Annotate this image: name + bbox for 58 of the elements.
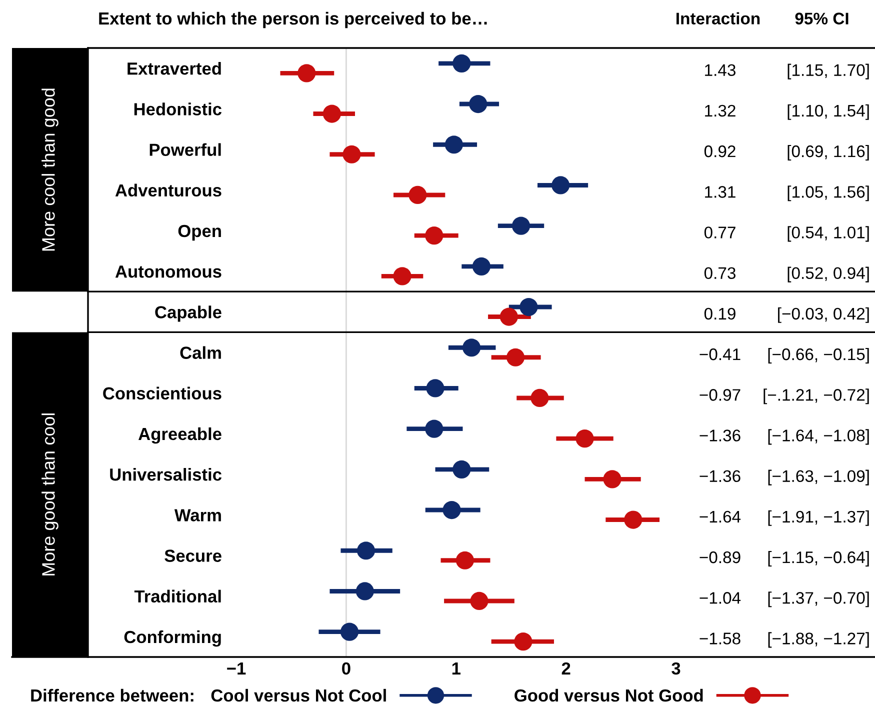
y-tick-label: Traditional	[134, 590, 221, 603]
annotation: −0.97	[700, 389, 740, 401]
legend-title: Difference between:	[31, 688, 194, 702]
annotation: 0.77	[704, 226, 736, 238]
annotation: −1.36	[700, 470, 740, 482]
text: Interaction	[676, 12, 760, 24]
annotation: −1.58	[700, 632, 740, 644]
band-label: More cool than good	[42, 88, 58, 251]
x-tick-label: 0	[342, 662, 350, 675]
chart-title: Extent to which the person is perceived to be…	[99, 12, 487, 28]
band-label: More good than cool	[42, 413, 58, 576]
annotation: [−.1.21, −0.72]	[764, 388, 869, 404]
legend-label: Good versus Not Good	[514, 688, 703, 702]
x-tick-label: −1	[227, 662, 246, 674]
y-tick-label: Conforming	[124, 630, 221, 647]
y-tick-label: Universalistic	[110, 468, 222, 481]
annotation: [1.15, 1.70]	[788, 64, 869, 80]
x-tick-label: 1	[452, 662, 460, 674]
y-tick-label: Hedonistic	[134, 102, 222, 116]
annotation: [−1.63, −1.09]	[768, 470, 869, 486]
y-tick-label: Powerful	[150, 143, 221, 156]
annotation: [0.52, 0.94]	[788, 266, 869, 282]
y-tick-label: Open	[178, 224, 221, 241]
annotation: [−1.15, −0.64]	[768, 550, 869, 567]
annotation: [0.69, 1.16]	[788, 144, 869, 161]
annotation: −1.04	[700, 592, 741, 604]
y-tick-label: Adventurous	[115, 184, 222, 197]
y-tick-label: Extraverted	[128, 62, 221, 75]
annotation: 0.73	[704, 267, 736, 280]
y-tick-label: Autonomous	[115, 266, 222, 278]
annotation: [−0.03, 0.42]	[778, 307, 869, 323]
annotation: [1.10, 1.54]	[788, 104, 869, 120]
annotation: [−1.37, −0.70]	[768, 592, 869, 608]
y-tick-label: Conscientious	[103, 386, 222, 400]
annotation: 1.31	[705, 186, 736, 198]
annotation: 0.92	[704, 145, 736, 158]
annotation: [−1.91, −1.37]	[768, 510, 869, 526]
x-tick-label: 3	[672, 662, 680, 675]
y-tick-label: Calm	[180, 346, 221, 359]
annotation: 0.19	[704, 308, 736, 320]
annotation: 1.43	[705, 64, 736, 76]
annotation: −1.36	[700, 430, 740, 442]
annotation: [−0.66, −0.15]	[768, 348, 869, 364]
legend-label: Cool versus Not Cool	[211, 688, 386, 702]
text: 95% CI	[795, 12, 848, 24]
y-tick-label: Warm	[174, 509, 221, 522]
y-tick-label: Agreeable	[138, 427, 222, 444]
annotation: −0.41	[700, 348, 740, 360]
annotation: [−1.88, −1.27]	[768, 632, 869, 648]
annotation: 1.32	[705, 104, 736, 117]
y-tick-label: Secure	[164, 550, 222, 562]
annotation: −0.89	[700, 551, 740, 564]
annotation: [1.05, 1.56]	[788, 186, 869, 202]
annotation: −1.64	[700, 510, 741, 523]
x-tick-label: 2	[562, 662, 570, 674]
y-tick-label: Capable	[155, 306, 222, 322]
annotation: [0.54, 1.01]	[788, 226, 869, 242]
annotation: [−1.64, −1.08]	[768, 429, 869, 445]
